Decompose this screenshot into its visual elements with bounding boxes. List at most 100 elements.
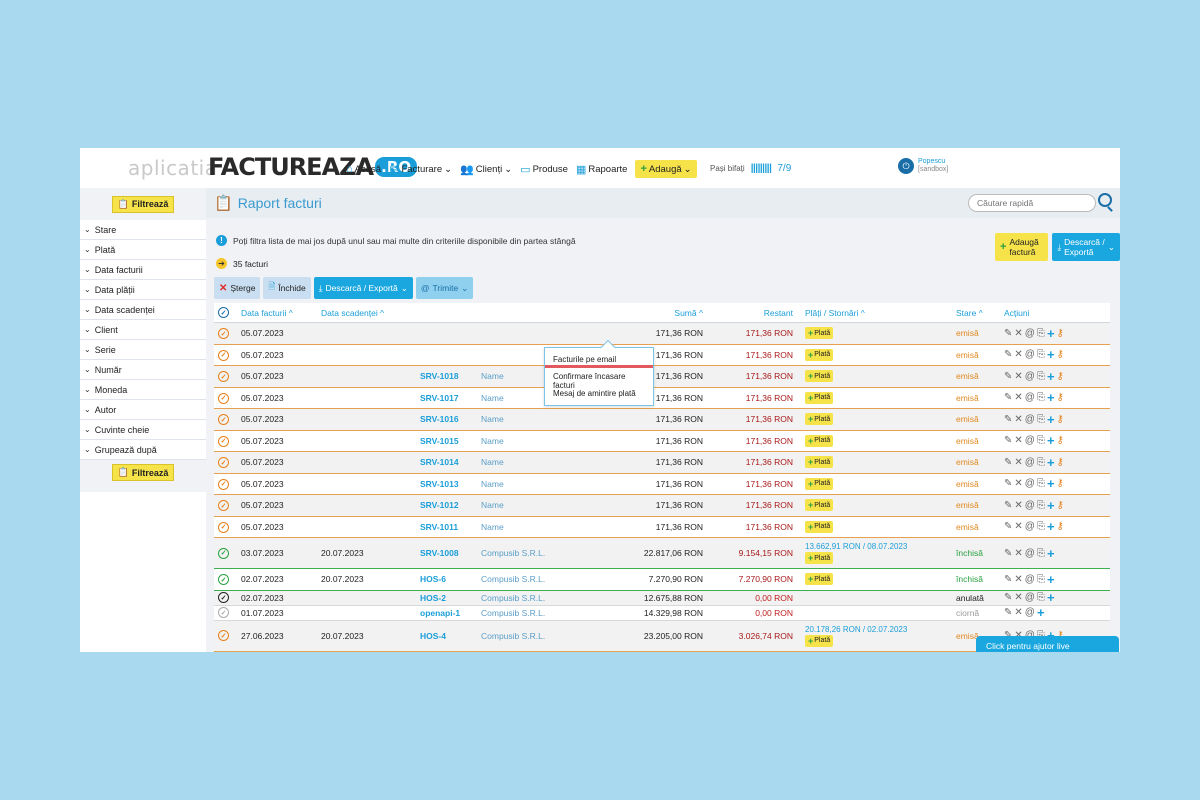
add-payment-button[interactable]: + Plată xyxy=(805,520,834,533)
delete-icon[interactable]: ✕ xyxy=(1014,456,1023,468)
edit-icon[interactable]: ✎ xyxy=(1004,456,1013,468)
cell-client-link[interactable]: Compusib S.R.L. xyxy=(481,574,546,585)
add-icon[interactable]: + xyxy=(1046,390,1055,406)
nav-products[interactable]: ▭ Produse xyxy=(520,163,568,176)
cell-client-link[interactable]: Name xyxy=(481,478,504,489)
cell-client-link[interactable]: Compusib S.R.L. xyxy=(481,548,546,558)
delete-icon[interactable]: ✕ xyxy=(1014,392,1023,404)
sidebar-filter-item[interactable]: ⌄ Stare xyxy=(80,220,206,240)
table-row[interactable]: ✓ 05.07.2023 SRV-1015 Name 171,36 RON 171,36 … xyxy=(214,431,1110,452)
key-icon[interactable]: ⚷ xyxy=(1056,349,1064,361)
key-icon[interactable]: ⚷ xyxy=(1056,413,1064,425)
cell-series-link[interactable]: HOS-6 xyxy=(420,574,446,585)
email-icon[interactable]: @ xyxy=(1024,327,1035,339)
row-checkbox[interactable]: ✓ xyxy=(214,500,236,511)
email-icon[interactable]: @ xyxy=(1024,592,1035,603)
delete-icon[interactable]: ✕ xyxy=(1014,478,1023,490)
cell-client-link[interactable]: Compusib S.R.L. xyxy=(481,630,546,641)
live-help-button[interactable]: Click pentru ajutor live xyxy=(976,636,1119,652)
row-checkbox[interactable]: ✓ xyxy=(214,630,236,642)
factureaza-logo[interactable]: FACTUREAZA .RO xyxy=(208,153,418,181)
sidebar-filter-item[interactable]: ⌄ Data plății xyxy=(80,280,206,300)
add-payment-button[interactable]: + Plată xyxy=(805,370,834,383)
add-payment-button[interactable]: + Plată xyxy=(805,634,834,647)
table-row[interactable]: ✓ 01.07.2023 openapi-1 Compusib S.R.L. 14.32… xyxy=(214,605,1110,621)
sidebar-filter-item[interactable]: ⌄ Autor xyxy=(80,400,206,420)
edit-icon[interactable]: ✎ xyxy=(1004,630,1012,641)
edit-icon[interactable]: ✎ xyxy=(1004,499,1013,511)
edit-icon[interactable]: ✎ xyxy=(1004,573,1013,585)
user-menu[interactable]: ⏻ Popescu [sandbox] xyxy=(898,158,948,174)
copy-icon[interactable]: ⎘ xyxy=(1036,573,1045,585)
table-row[interactable]: ✓ 05.07.2023 SRV-1016 Name 171,36 RON 171,36 … xyxy=(214,409,1110,431)
table-row[interactable]: ✓ 03.07.2023 20.07.2023 SRV-1008 Compusib S.… xyxy=(214,538,1110,569)
edit-icon[interactable]: ✎ xyxy=(1004,607,1013,618)
edit-icon[interactable]: ✎ xyxy=(1004,435,1013,447)
copy-icon[interactable]: ⎘ xyxy=(1037,630,1045,641)
add-payment-button[interactable]: + Plată xyxy=(805,413,834,426)
copy-icon[interactable]: ⎘ xyxy=(1036,413,1045,425)
sidebar-filter-item[interactable]: ⌄ Moneda xyxy=(80,380,206,400)
email-icon[interactable]: @ xyxy=(1024,456,1035,468)
table-row[interactable]: ✓ 05.07.2023 SRV-1011 Name 171,36 RON 171,36 … xyxy=(214,517,1110,538)
delete-icon[interactable]: ✕ xyxy=(1014,547,1023,559)
nav-clients[interactable]: 👥 Clienți ⌄ xyxy=(460,163,512,176)
add-icon[interactable]: + xyxy=(1046,411,1055,427)
cell-client-link[interactable]: Name xyxy=(481,414,504,425)
edit-icon[interactable]: ✎ xyxy=(1004,521,1013,533)
add-icon[interactable]: + xyxy=(1046,476,1055,492)
cell-series-link[interactable]: SRV-1012 xyxy=(420,500,459,511)
add-icon[interactable]: + xyxy=(1046,368,1055,384)
edit-icon[interactable]: ✎ xyxy=(1004,392,1013,404)
copy-icon[interactable]: ⎘ xyxy=(1036,592,1045,603)
cell-client-link[interactable]: Name xyxy=(481,521,504,532)
table-row[interactable]: ✓ 02.07.2023 HOS-2 Compusib S.R.L. 12.675,88… xyxy=(214,590,1110,606)
filter-button[interactable]: 📋 Filtrează xyxy=(111,195,175,213)
delete-icon[interactable]: ✕ xyxy=(1014,370,1023,382)
row-checkbox[interactable]: ✓ xyxy=(214,435,236,447)
email-icon[interactable]: @ xyxy=(1024,478,1035,490)
col-amount[interactable]: Sumă ^ xyxy=(611,308,703,318)
cell-series-link[interactable]: SRV-1018 xyxy=(420,371,459,382)
quick-search-input[interactable] xyxy=(968,194,1096,212)
copy-icon[interactable]: ⎘ xyxy=(1036,478,1045,490)
row-checkbox[interactable]: ✓ xyxy=(214,547,236,559)
table-row[interactable]: ✓ 05.07.2023 SRV-1012 Name 171,36 RON 171,36 … xyxy=(214,495,1110,517)
table-row[interactable]: ✓ 27.06.2023 20.07.2023 HOS-4 Compusib S.R.L… xyxy=(214,620,1110,652)
email-icon[interactable]: @ xyxy=(1024,349,1035,361)
copy-icon[interactable]: ⎘ xyxy=(1036,547,1045,559)
dropdown-email-invoices[interactable]: Facturile pe email xyxy=(545,351,653,368)
key-icon[interactable]: ⚷ xyxy=(1056,521,1064,533)
add-icon[interactable]: + xyxy=(1047,628,1055,643)
search-icon[interactable] xyxy=(1098,193,1112,207)
key-icon[interactable]: ⚷ xyxy=(1056,456,1064,468)
delete-icon[interactable]: ✕ xyxy=(1014,349,1023,361)
row-checkbox[interactable]: ✓ xyxy=(214,349,236,361)
table-row[interactable]: ✓ 05.07.2023 SRV-1014 Name 171,36 RON 171,36 … xyxy=(214,452,1110,474)
edit-icon[interactable]: ✎ xyxy=(1004,547,1013,559)
table-row[interactable]: ✓ 05.07.2023 SRV-1013 Name 171,36 RON 171,36 … xyxy=(214,474,1110,495)
sidebar-filter-item[interactable]: ⌄ Plată xyxy=(80,240,206,260)
row-checkbox[interactable]: ✓ xyxy=(214,574,236,585)
col-invoice-date[interactable]: Data facturii ^ xyxy=(236,308,321,318)
cell-client-link[interactable]: Name xyxy=(481,371,504,382)
add-payment-button[interactable]: + Plată xyxy=(805,434,834,447)
add-payment-button[interactable]: + Plată xyxy=(805,573,834,586)
delete-icon[interactable]: ✕ xyxy=(1014,573,1023,585)
nav-add-button[interactable]: + Adaugă ⌄ xyxy=(635,160,697,178)
row-checkbox[interactable]: ✓ xyxy=(214,371,236,382)
cell-client-link[interactable]: Name xyxy=(481,435,504,446)
cell-series-link[interactable]: SRV-1013 xyxy=(420,478,459,489)
email-icon[interactable]: @ xyxy=(1024,413,1035,425)
payment-history-link[interactable]: 13.662,91 RON / 08.07.2023 xyxy=(805,542,908,551)
sidebar-filter-item[interactable]: ⌄ Serie xyxy=(80,340,206,360)
close-invoices-button[interactable]: 🗎 Închide xyxy=(263,277,311,299)
row-checkbox[interactable]: ✓ xyxy=(214,457,236,468)
key-icon[interactable]: ⚷ xyxy=(1056,499,1064,511)
edit-icon[interactable]: ✎ xyxy=(1004,592,1013,603)
sidebar-filter-item[interactable]: ⌄ Data scadenței xyxy=(80,300,206,320)
row-checkbox[interactable]: ✓ xyxy=(214,392,236,404)
table-row[interactable]: ✓ 02.07.2023 20.07.2023 HOS-6 Compusib S.R.L… xyxy=(214,569,1110,591)
key-icon[interactable]: ⚷ xyxy=(1056,327,1064,339)
cell-series-link[interactable]: SRV-1011 xyxy=(420,521,459,532)
